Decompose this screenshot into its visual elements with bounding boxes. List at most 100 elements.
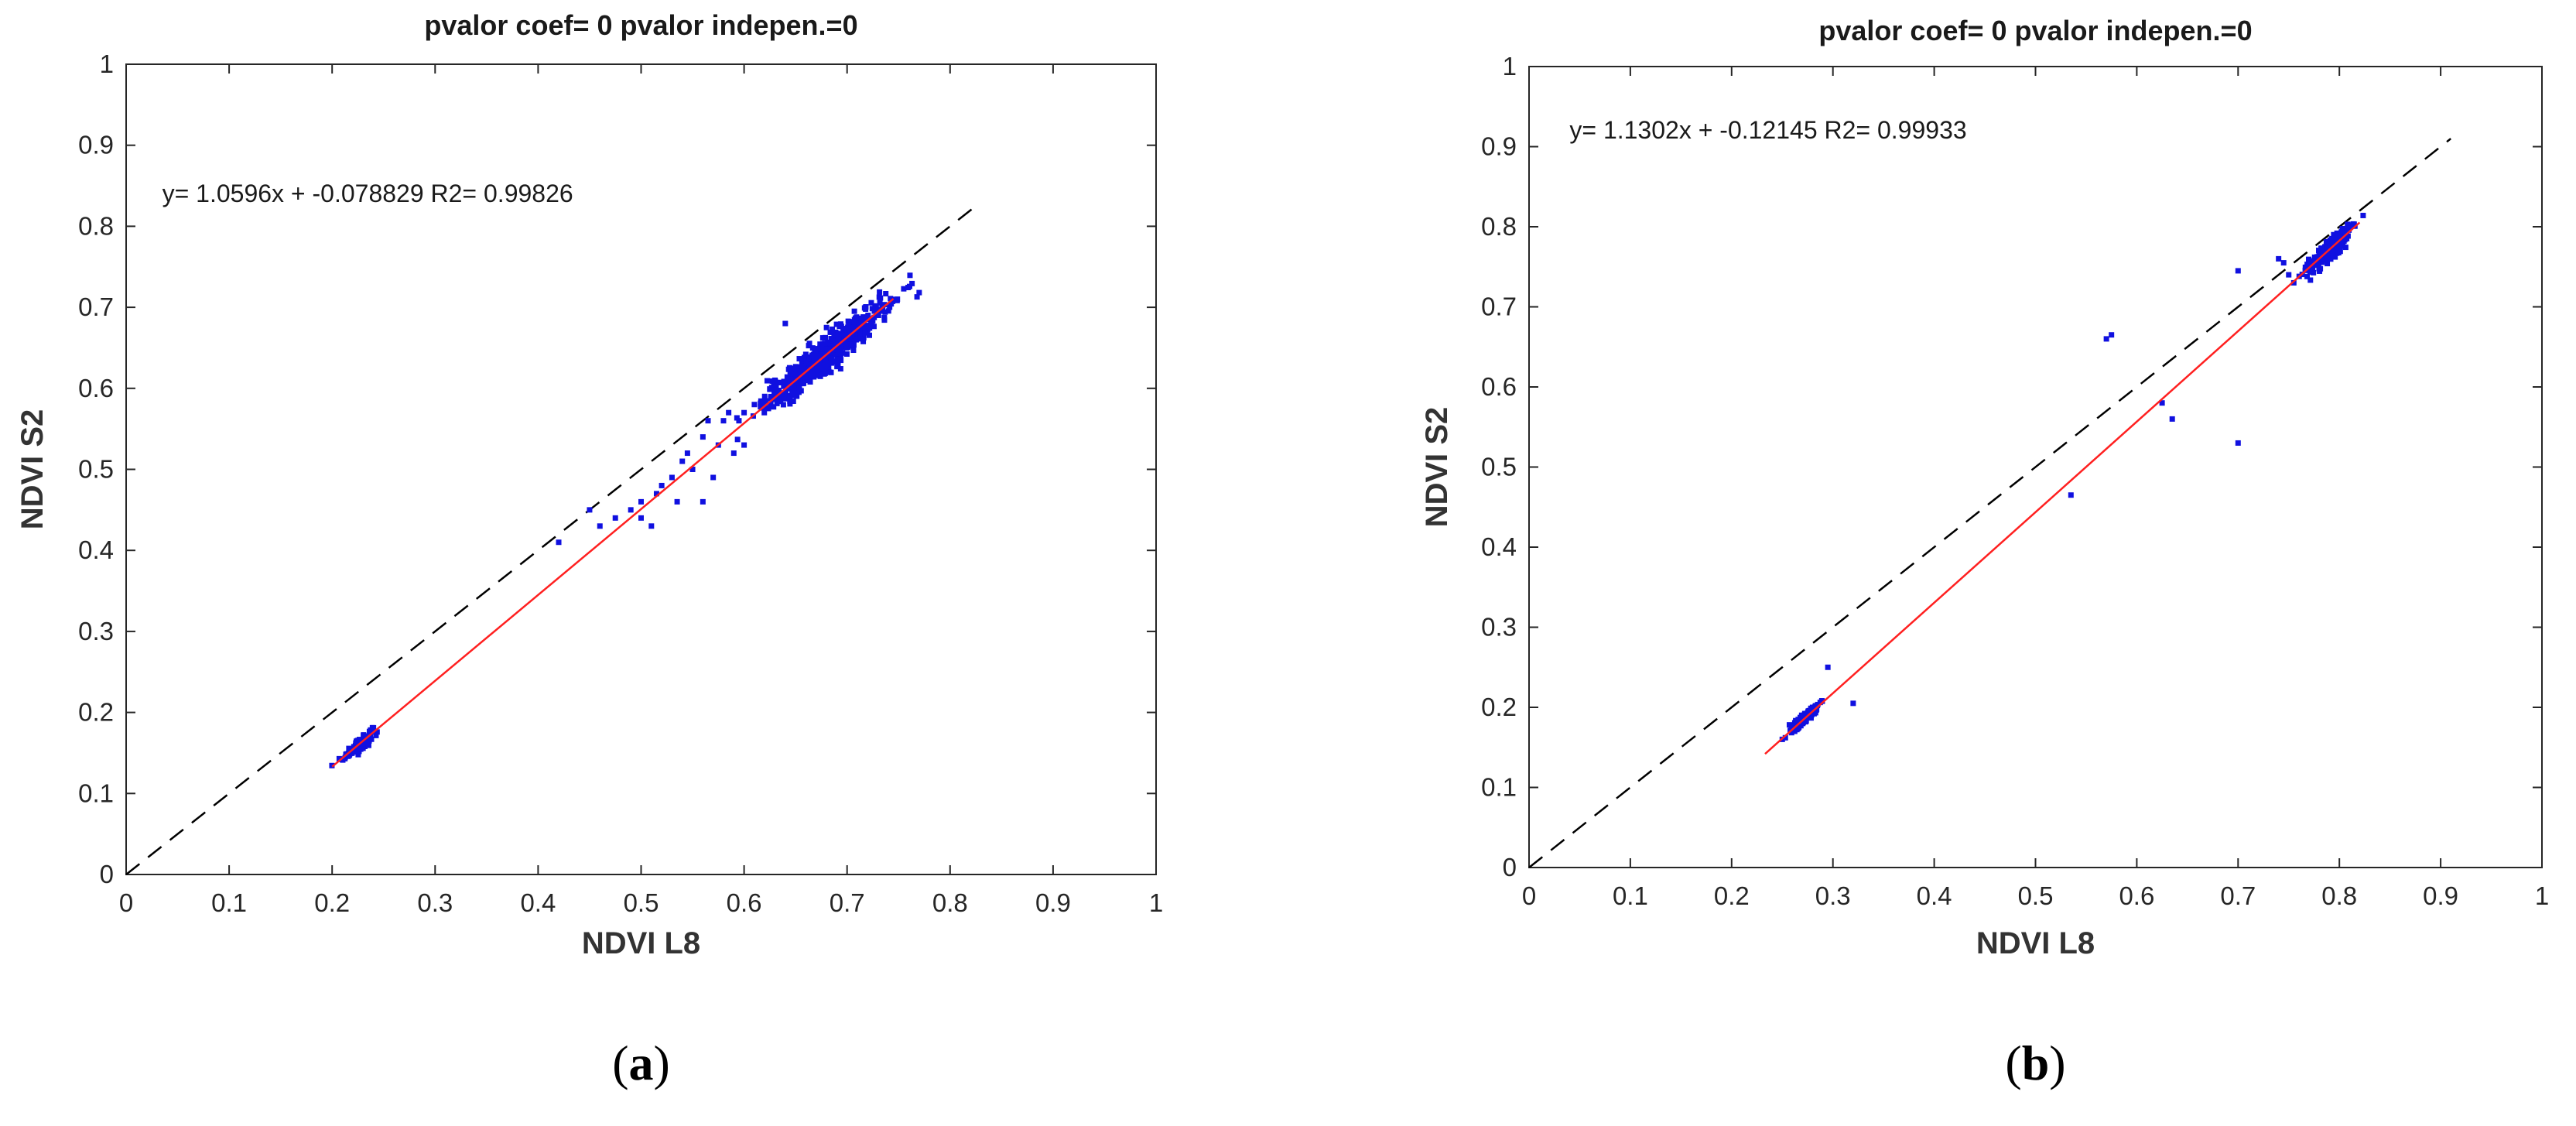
data-point [781,392,787,398]
data-point [653,491,659,497]
data-point [2103,336,2109,342]
panel-label: (a) [612,1035,670,1090]
data-point [833,332,840,338]
data-point [775,398,781,404]
data-point [768,395,774,402]
data-point [782,320,789,327]
data-point [628,507,634,513]
data-point [838,343,844,349]
data-point [1815,703,1821,709]
data-point [777,379,783,385]
x-tick-label: 0.1 [211,888,247,917]
data-point [817,363,823,369]
data-point [837,366,843,372]
data-point [850,347,857,354]
data-point [1812,710,1818,716]
x-tick-label: 0.7 [2220,881,2256,910]
data-point [1800,714,1806,720]
data-point [816,353,822,359]
data-point [720,418,727,424]
data-point [1791,728,1798,734]
data-point [773,391,779,397]
data-point [811,358,817,364]
data-point [881,302,888,308]
data-point [834,364,840,370]
data-point [877,299,883,306]
data-point [796,385,802,391]
y-tick-label: 0.4 [1481,532,1517,561]
data-point [864,316,870,322]
data-point [862,330,868,336]
data-point [852,324,858,330]
data-point [2325,261,2331,267]
y-tick-label: 0.7 [78,293,114,321]
data-point [751,402,758,408]
data-point [795,368,801,375]
data-point [2316,250,2322,256]
data-point [684,450,690,457]
data-point [843,334,850,340]
data-point [901,286,907,292]
data-point [336,755,342,762]
data-point [710,474,717,481]
data-point [784,374,790,380]
data-point [866,323,872,330]
data-point [785,379,791,385]
data-point [802,351,809,358]
data-point [741,409,747,416]
y-tick-label: 0.2 [78,698,114,727]
data-point [1809,704,1815,710]
data-point [689,467,696,472]
data-point [2345,221,2351,228]
data-point [828,355,834,361]
chart-title: pvalor coef= 0 pvalor indepen.=0 [1818,15,2252,46]
data-point [881,315,888,321]
data-point [768,385,775,391]
data-point [816,372,823,378]
data-point [806,343,812,349]
data-point [793,385,799,391]
data-point [847,341,854,347]
data-point [787,401,793,407]
data-point [2329,238,2335,245]
data-point [764,378,770,384]
data-point [857,327,864,333]
data-point [851,308,857,314]
data-point [799,364,805,370]
data-point [833,321,840,327]
data-point [907,272,913,279]
data-point [2332,254,2338,260]
data-point [828,350,834,356]
y-tick-label: 0.8 [1481,212,1517,241]
data-point [2338,229,2345,235]
data-point [813,347,819,353]
data-point [809,373,815,379]
data-point [1793,717,1799,724]
x-tick-label: 0.4 [520,888,556,917]
data-point [362,739,368,745]
data-point [914,294,920,300]
data-point [840,350,846,356]
y-tick-label: 0 [1503,853,1517,881]
y-tick-label: 0.1 [78,779,114,807]
y-tick-label: 0.6 [1481,372,1517,401]
data-point [2314,254,2320,260]
data-point [838,358,844,364]
data-point [877,295,884,301]
data-point [872,303,878,309]
data-point [789,391,795,397]
data-point [765,406,771,412]
data-point [860,338,867,344]
data-point [778,395,784,401]
data-point [838,323,844,330]
data-point [2304,273,2311,279]
regression-equation: y= 1.0596x + -0.078829 R2= 0.99826 [162,180,573,207]
data-point [820,351,826,358]
x-tick-label: 1 [2535,881,2549,910]
data-point [1802,719,1808,725]
x-tick-label: 0.6 [2119,881,2154,910]
data-point [734,415,740,421]
data-point [1791,723,1797,729]
data-point [355,739,361,745]
data-point [888,296,894,302]
